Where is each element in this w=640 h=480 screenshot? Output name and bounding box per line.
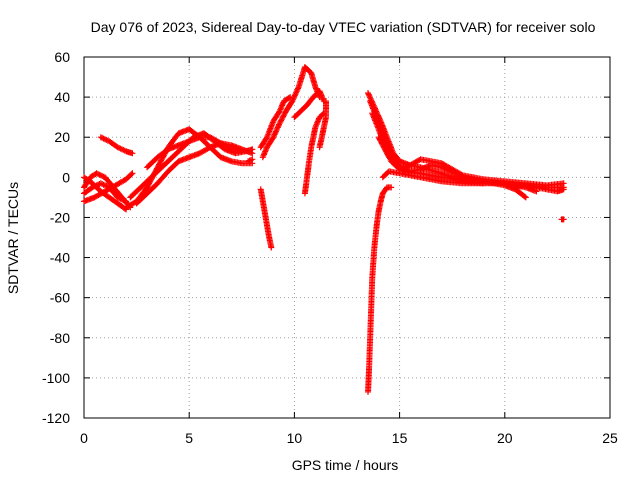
series-t24 xyxy=(558,216,567,223)
series-markers xyxy=(245,156,256,165)
series-t20 xyxy=(369,110,567,189)
series-t13 xyxy=(301,110,327,197)
series-markers xyxy=(316,98,329,151)
series-t4 xyxy=(81,180,130,205)
series-markers xyxy=(97,134,136,157)
series-markers xyxy=(379,168,487,187)
series-t11 xyxy=(257,94,294,151)
series-markers xyxy=(301,110,327,197)
series-markers xyxy=(365,184,395,395)
chart-title: Day 076 of 2023, Sidereal Day-to-day VTE… xyxy=(91,19,596,35)
y-axis-label: SDTVAR / TECUs xyxy=(5,182,21,294)
x-tick-label: 25 xyxy=(602,430,618,446)
series-t21 xyxy=(375,134,529,201)
x-tick-label: 15 xyxy=(392,430,408,446)
series-markers xyxy=(257,186,275,251)
series-markers xyxy=(558,216,567,223)
y-tick-label: -40 xyxy=(50,250,70,266)
x-tick-label: 10 xyxy=(287,430,303,446)
series-t22 xyxy=(379,168,487,187)
y-tick-label: 40 xyxy=(54,89,70,105)
y-tick-label: -20 xyxy=(50,209,70,225)
grid xyxy=(84,57,610,418)
x-tick-label: 20 xyxy=(497,430,513,446)
y-tick-label: 20 xyxy=(54,129,70,145)
series-markers xyxy=(291,88,327,121)
y-tick-label: -120 xyxy=(42,410,70,426)
series-t17 xyxy=(365,184,395,395)
y-tick-label: -60 xyxy=(50,290,70,306)
series-markers xyxy=(375,134,529,201)
series-markers xyxy=(81,180,130,205)
series-t5 xyxy=(97,134,136,157)
series-markers xyxy=(259,64,323,161)
y-tick-label: -100 xyxy=(42,370,70,386)
y-tick-label: 60 xyxy=(54,49,70,65)
series-t16 xyxy=(245,156,256,165)
series-markers xyxy=(369,110,567,189)
data-series xyxy=(81,64,567,395)
series-t10 xyxy=(259,64,323,161)
series-t15 xyxy=(257,186,275,251)
axis-ticks: 0 5 10 15 20 25 60 40 20 0 -20 -40 -60 -80 -100 -120 xyxy=(42,49,618,446)
series-t14 xyxy=(316,98,329,151)
series-t23 xyxy=(512,182,567,195)
series-t9 xyxy=(144,134,245,171)
series-t12 xyxy=(291,88,327,121)
series-markers xyxy=(512,182,567,195)
y-tick-label: -80 xyxy=(50,330,70,346)
x-tick-label: 0 xyxy=(80,430,88,446)
x-axis-label: GPS time / hours xyxy=(292,457,399,473)
series-markers xyxy=(257,94,294,151)
plot-frame xyxy=(83,56,611,419)
x-tick-label: 5 xyxy=(185,430,193,446)
y-tick-label: 0 xyxy=(62,169,70,185)
series-markers xyxy=(144,134,245,171)
